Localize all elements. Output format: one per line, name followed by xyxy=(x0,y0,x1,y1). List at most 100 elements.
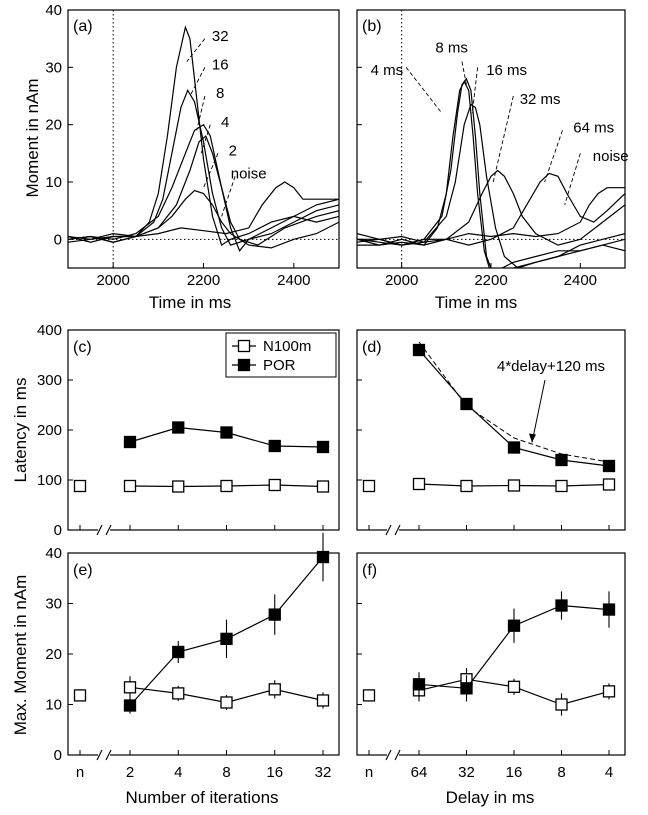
x-tick-label-f: 16 xyxy=(506,764,523,781)
marker-c-N100m xyxy=(268,478,281,492)
y-tick-label-c: 0 xyxy=(54,522,62,539)
axis-break-mark-f xyxy=(394,749,401,761)
series-label-a: 32 xyxy=(212,28,229,45)
axis-break-mark-d xyxy=(385,524,392,536)
series-label-b: 16 ms xyxy=(486,62,527,79)
xlabel-b: Time in ms xyxy=(435,293,518,312)
label-leader-a xyxy=(186,38,206,62)
series-label-a: noise xyxy=(231,165,267,182)
marker-f-POR xyxy=(460,682,473,695)
series-label-b: noise xyxy=(593,148,629,165)
series-label-b: 4 ms xyxy=(371,62,404,79)
marker-d-N100m xyxy=(507,479,521,492)
series-line-b-64ms xyxy=(357,172,625,246)
marker-d-POR xyxy=(507,441,521,454)
series-line-a-8 xyxy=(68,123,339,252)
x-tick-label-b: 2400 xyxy=(564,272,597,289)
y-tick-label-c: 300 xyxy=(37,372,62,389)
marker-c-N100m xyxy=(73,479,87,493)
marker-e-N100m xyxy=(123,681,137,694)
x-tick-label-a: 2200 xyxy=(187,272,220,289)
panel-label-d: (d) xyxy=(362,339,382,356)
series-line-b-noise xyxy=(357,187,625,243)
xlabel-a: Time in ms xyxy=(149,293,232,312)
y-tick-label-e: 0 xyxy=(54,747,62,764)
panel-label-f: (f) xyxy=(362,562,377,579)
ylabel-a: Moment in nAm xyxy=(23,78,42,197)
series-line-a-32 xyxy=(68,25,339,247)
x-tick-label-a: 2000 xyxy=(96,272,129,289)
axis-break-mark-e xyxy=(96,749,103,761)
annotation-arrowhead xyxy=(529,433,536,443)
axis-break-mark-c xyxy=(96,524,103,536)
series-label-a: 8 xyxy=(216,85,224,102)
label-leader-b xyxy=(492,95,514,183)
label-leader-b xyxy=(564,153,581,206)
marker-d-N100m xyxy=(412,477,426,491)
marker-c-N100m xyxy=(316,480,330,493)
marker-e-N100m xyxy=(268,683,281,696)
marker-f-POR xyxy=(602,603,616,616)
marker-f-POR xyxy=(507,619,521,632)
x-tick-label-e: 32 xyxy=(315,764,332,781)
y-tick-label-c: 100 xyxy=(37,472,62,489)
marker-f-N100m xyxy=(362,689,376,702)
marker-e-POR xyxy=(268,608,281,621)
panel-label-c: (c) xyxy=(73,339,92,356)
series-label-a: 4 xyxy=(221,114,229,131)
marker-d-N100m xyxy=(555,479,568,493)
y-tick-label-c: 200 xyxy=(37,422,62,439)
marker-f-N100m xyxy=(555,698,568,711)
y-tick-label-e: 40 xyxy=(45,545,62,562)
marker-d-N100m xyxy=(362,479,376,493)
series-line-a-noise xyxy=(68,181,339,240)
marker-e-POR xyxy=(172,645,185,659)
marker-c-POR xyxy=(220,426,233,439)
x-tick-label-a: 2400 xyxy=(277,272,310,289)
y-tick-label-c: 400 xyxy=(37,322,62,339)
marker-e-N100m xyxy=(73,689,87,702)
plot-frame-a xyxy=(67,9,340,269)
fit-annotation: 4*delay+120 ms xyxy=(497,358,605,375)
marker-c-N100m xyxy=(220,479,233,493)
x-tick-label-e: 16 xyxy=(266,764,283,781)
axis-break-mark-d xyxy=(394,524,401,536)
x-tick-label-f: 32 xyxy=(458,764,475,781)
marker-c-N100m xyxy=(123,479,137,493)
x-tick-label-f: 64 xyxy=(411,764,428,781)
y-tick-label-a: 40 xyxy=(45,2,62,19)
marker-d-POR xyxy=(412,343,426,357)
axis-break-mark-f xyxy=(385,749,392,761)
y-tick-label-e: 10 xyxy=(45,697,62,714)
x-tick-label-f: 4 xyxy=(605,764,613,781)
marker-d-N100m xyxy=(460,479,473,493)
series-label-b: 64 ms xyxy=(573,120,614,137)
axis-break-gap-f xyxy=(387,753,399,757)
marker-e-N100m xyxy=(316,694,330,707)
y-tick-label-a: 30 xyxy=(45,59,62,76)
series-label-b: 32 ms xyxy=(520,91,561,108)
legend-marker xyxy=(237,339,251,353)
series-label-a: 2 xyxy=(229,142,237,159)
legend-marker xyxy=(237,358,251,372)
label-leader-b xyxy=(544,130,563,183)
x-tick-label-b: 2000 xyxy=(385,272,418,289)
marker-c-POR xyxy=(268,439,281,453)
marker-f-POR xyxy=(412,678,426,691)
panel-label-e: (e) xyxy=(73,562,93,579)
axis-break-mark-c xyxy=(105,524,112,536)
axis-break-mark-e xyxy=(105,749,112,761)
marker-d-N100m xyxy=(602,478,616,491)
series-line-a-4 xyxy=(68,135,339,246)
x-tick-label-e: n xyxy=(76,764,84,781)
marker-d-POR xyxy=(602,459,616,473)
xlabel-e: Number of iterations xyxy=(125,788,278,807)
y-tick-label-e: 30 xyxy=(45,596,62,613)
x-tick-label-e: 8 xyxy=(222,764,230,781)
marker-d-POR xyxy=(460,397,473,411)
axis-break-gap-d xyxy=(387,528,399,532)
legend-label: POR xyxy=(263,357,296,374)
y-tick-label-a: 10 xyxy=(45,174,62,191)
marker-c-POR xyxy=(123,435,137,449)
